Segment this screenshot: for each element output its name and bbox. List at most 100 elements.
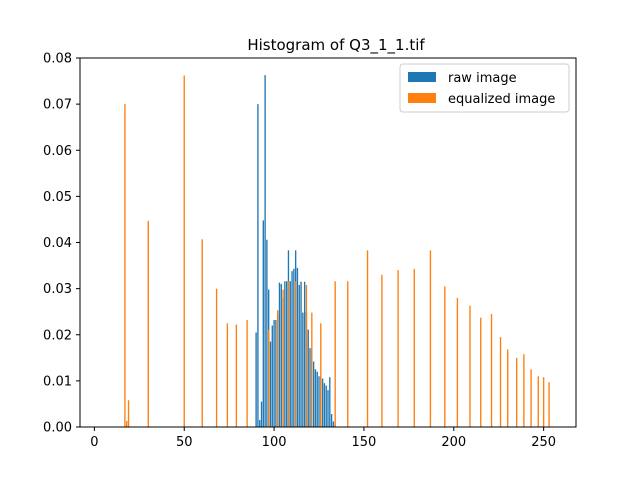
- histogram-bar: [516, 357, 518, 427]
- histogram-bar: [300, 281, 302, 427]
- histogram-bar: [255, 332, 257, 427]
- histogram-bar: [277, 310, 279, 427]
- x-tick-label: 100: [262, 435, 287, 450]
- histogram-bar: [126, 421, 128, 427]
- y-tick-label: 0.00: [43, 421, 72, 436]
- histogram-bar: [266, 239, 268, 427]
- histogram-bar: [269, 341, 272, 427]
- histogram-bar: [287, 281, 290, 427]
- histogram-bar: [329, 377, 331, 427]
- histogram-bar: [215, 288, 218, 428]
- histogram-bar: [330, 414, 333, 427]
- histogram-bar: [548, 382, 550, 427]
- histogram-bar: [275, 319, 277, 427]
- histogram-bar: [273, 319, 275, 427]
- histogram-bar: [444, 286, 446, 427]
- histogram-bar: [282, 289, 284, 427]
- axes-layer: 0 50 100 150 200 250 0.00 0.01 0.02 0.03 0.04 0.05 0…: [43, 52, 577, 450]
- histogram-bar: [183, 75, 185, 427]
- histogram-bar: [523, 354, 525, 427]
- histogram-bar: [413, 268, 415, 427]
- histogram-bar: [318, 376, 320, 427]
- histogram-bar: [327, 390, 329, 427]
- y-tick-label: 0.02: [43, 328, 72, 343]
- histogram-bar: [311, 312, 313, 427]
- histogram-bar: [312, 361, 315, 427]
- x-tick-label: 50: [176, 435, 193, 450]
- y-tick-label: 0.03: [43, 282, 72, 297]
- histogram-bar: [298, 284, 300, 427]
- legend-swatch: [408, 72, 436, 82]
- histogram-bar: [268, 329, 270, 427]
- histogram-bar: [316, 371, 318, 427]
- histogram-bar: [259, 420, 261, 427]
- x-tick-label: 150: [352, 435, 377, 450]
- histogram-bar: [307, 329, 309, 427]
- legend-swatch: [408, 93, 436, 103]
- histogram-bar: [347, 281, 349, 427]
- histogram-bar: [302, 312, 304, 427]
- legend-label: raw image: [448, 71, 517, 86]
- histogram-bar: [260, 401, 263, 427]
- y-tick-label: 0.04: [43, 236, 72, 251]
- y-tick-label: 0.01: [43, 374, 72, 389]
- histogram-bar: [469, 305, 471, 427]
- histogram-bar: [285, 281, 288, 427]
- histogram-bar: [284, 281, 286, 427]
- histogram-bar: [321, 378, 324, 427]
- histogram-bar: [480, 317, 482, 427]
- chart-title: Histogram of Q3_1_1.tif: [247, 36, 425, 55]
- legend-label: equalized image: [448, 92, 555, 107]
- histogram-bar: [305, 284, 308, 427]
- histogram-bar: [320, 323, 322, 427]
- histogram-bar: [294, 281, 297, 427]
- histogram-bar: [271, 325, 273, 427]
- histogram-bar: [332, 421, 335, 427]
- histogram-bar: [280, 284, 282, 427]
- y-tick-label: 0.07: [43, 98, 72, 113]
- bars-layer: [124, 75, 550, 428]
- histogram-bar: [323, 383, 326, 427]
- legend: raw image equalized image: [399, 63, 570, 113]
- histogram-bar: [542, 377, 545, 427]
- x-tick-label: 200: [441, 435, 466, 450]
- histogram-bar: [334, 281, 336, 427]
- histogram-bar: [201, 239, 203, 427]
- histogram-bar: [264, 75, 266, 427]
- y-tick-label: 0.06: [43, 144, 72, 159]
- histogram-bar: [235, 324, 238, 427]
- histogram-bar: [303, 281, 306, 427]
- histogram-bar: [257, 104, 259, 428]
- histogram-bar: [499, 337, 502, 427]
- histogram-bar: [456, 297, 459, 427]
- y-tick-label: 0.05: [43, 190, 72, 205]
- histogram-bar: [530, 369, 532, 427]
- histogram-bar: [226, 323, 229, 427]
- histogram-bar: [278, 282, 281, 427]
- histogram-bar: [289, 281, 291, 427]
- histogram-bar: [314, 369, 317, 427]
- histogram-bar: [309, 348, 311, 427]
- histogram-bar: [381, 274, 383, 427]
- histogram-bar: [293, 268, 295, 427]
- histogram-bar: [296, 267, 299, 427]
- histogram-bar: [537, 376, 539, 427]
- legend-box: [399, 63, 570, 113]
- x-tick-label: 250: [531, 435, 556, 450]
- histogram-bar: [291, 271, 293, 427]
- histogram-bar: [262, 220, 264, 427]
- y-tick-label: 0.08: [43, 52, 72, 67]
- histogram-bar: [397, 270, 399, 427]
- histogram-bar: [429, 250, 432, 427]
- histogram-bar: [325, 385, 327, 427]
- histogram-bar: [366, 250, 369, 427]
- x-tick-label: 0: [90, 435, 98, 450]
- histogram-bar: [490, 313, 493, 427]
- histogram-bar: [507, 349, 509, 427]
- series-1-bars: [124, 75, 550, 428]
- histogram-bar: [147, 220, 149, 427]
- histogram-bar: [124, 104, 126, 428]
- histogram-bar: [127, 400, 130, 427]
- histogram-bar: [246, 319, 248, 427]
